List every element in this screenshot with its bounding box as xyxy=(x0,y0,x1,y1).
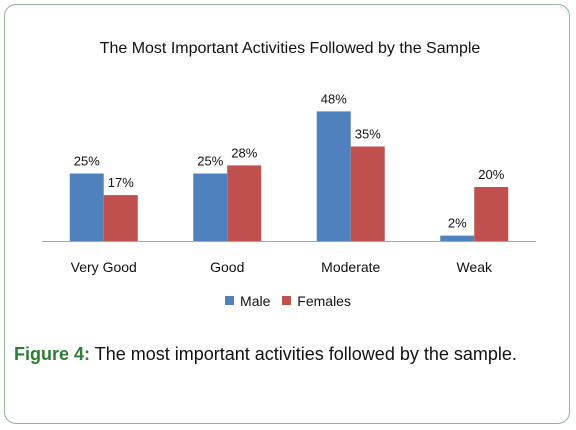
legend-label-male: Male xyxy=(240,292,271,309)
bar-male-0 xyxy=(69,173,104,241)
bar-male-1 xyxy=(193,173,228,241)
data-label-male-1: 25% xyxy=(197,154,223,169)
x-tick-label-2: Moderate xyxy=(321,259,380,275)
legend-item-male: Male xyxy=(225,293,270,309)
caption-text: The most important activities followed b… xyxy=(94,344,517,364)
bar-females-3 xyxy=(474,187,509,241)
data-label-females-3: 20% xyxy=(478,167,504,182)
legend-swatch-females xyxy=(282,296,292,305)
data-label-females-2: 35% xyxy=(355,127,381,142)
x-tick-label-1: Good xyxy=(210,259,244,275)
bar-male-3 xyxy=(440,235,475,241)
x-tick-label-3: Weak xyxy=(456,259,493,275)
bar-male-2 xyxy=(316,111,351,242)
figure-caption: Figure 4: The most important activities … xyxy=(14,342,554,366)
bar-females-0 xyxy=(103,195,138,241)
data-label-females-0: 17% xyxy=(108,175,134,190)
data-label-male-0: 25% xyxy=(74,154,100,169)
bar-females-2 xyxy=(350,146,385,241)
bar-females-1 xyxy=(227,165,262,241)
legend-label-females: Females xyxy=(297,292,351,309)
caption-label: Figure 4: xyxy=(14,344,91,364)
data-label-male-3: 2% xyxy=(448,216,467,231)
legend-swatch-male xyxy=(225,296,235,305)
chart-legend: Male Females xyxy=(0,292,576,309)
legend-item-females: Females xyxy=(282,293,351,309)
data-label-male-2: 48% xyxy=(321,91,347,106)
x-tick-label-0: Very Good xyxy=(71,259,137,275)
data-label-females-1: 28% xyxy=(231,145,257,160)
chart-title: The Most Important Activities Followed b… xyxy=(99,40,481,57)
